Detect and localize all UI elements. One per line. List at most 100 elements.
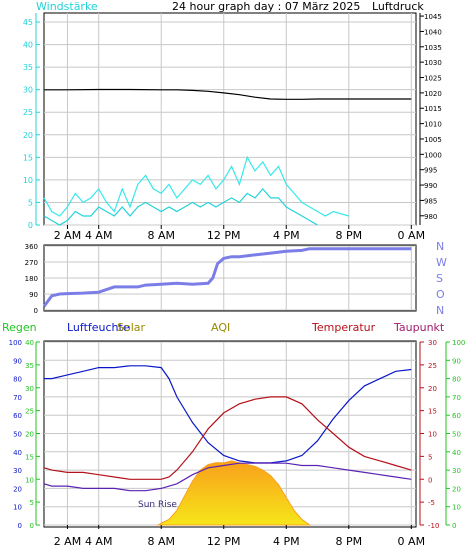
pressure-tick-label: 990	[424, 182, 437, 190]
wind-pressure-frame	[43, 12, 417, 226]
wind-tick-label: 40	[23, 41, 33, 50]
wind-gust-series	[43, 155, 349, 217]
humidity-tick-label: 0	[18, 522, 22, 530]
dewpoint-tick-label: 10	[452, 504, 461, 512]
solar-radiation-area	[156, 460, 312, 526]
legend-item: Regen	[2, 321, 37, 334]
wind-tick-label: 20	[23, 131, 33, 140]
humidity-tick-label: 20	[13, 485, 22, 493]
wind-speed-series	[43, 187, 318, 226]
time-tick-label: 2 AM	[54, 535, 82, 548]
wind-tick-label: 0	[28, 221, 33, 230]
direction-tick-label: 0	[34, 307, 38, 315]
wind-axis-ticks: 0 5 10 15 20 25 30 35 40 45	[23, 13, 40, 230]
wind-tick-label: 5	[28, 198, 33, 207]
compass-label: W	[436, 256, 447, 269]
pressure-tick-label: 985	[424, 197, 437, 205]
time-tick-label: 8 AM	[147, 229, 175, 242]
wind-tick-label: 45	[23, 18, 33, 27]
temperature-tick-label: 5	[428, 453, 432, 461]
rain-tick-label: 15	[25, 453, 34, 461]
humidity-tick-label: 30	[13, 467, 22, 475]
humidity-tick-label: 90	[13, 357, 22, 365]
rain-tick-label: 5	[30, 499, 34, 507]
dewpoint-tick-label: 90	[452, 357, 461, 365]
wind-direction-series	[42, 247, 412, 308]
time-axis-top: 2 AM 4 AM 8 AM 12 PM 4 PM 8 PM 0 AM	[54, 225, 425, 242]
humidity-tick-label: 70	[13, 394, 22, 402]
humidity-axis-ticks: 0 10 20 30 40 50 60 70 80 90 100	[9, 339, 22, 530]
wind-pressure-series	[43, 88, 412, 226]
legend-item: Temperatur	[311, 321, 376, 334]
humidity-tick-label: 60	[13, 412, 22, 420]
direction-tick-label: 180	[25, 275, 38, 283]
wind-tick-label: 15	[23, 153, 33, 162]
pressure-tick-label: 1025	[424, 75, 442, 83]
wind-direction-series	[42, 247, 412, 308]
humidity-tick-label: 50	[13, 431, 22, 439]
wind-tick-label: 35	[23, 63, 33, 72]
pressure-tick-label: 1045	[424, 13, 442, 21]
legend-item: Luftfeuchte	[67, 321, 130, 334]
time-axis-bottom: 2 AM 4 AM 8 AM 12 PM 4 PM 8 PM 0 AM	[54, 525, 425, 548]
rain-tick-label: 30	[25, 385, 34, 393]
dewpoint-tick-label: 80	[452, 376, 461, 384]
dewpoint-tick-label: 0	[452, 522, 456, 530]
wind-tick-label: 30	[23, 86, 33, 95]
direction-tick-label: 270	[25, 259, 38, 267]
time-tick-label: 12 PM	[207, 229, 241, 242]
pressure-tick-label: 995	[424, 167, 437, 175]
rain-tick-label: 10	[25, 476, 34, 484]
wind-tick-label: 25	[23, 108, 33, 117]
time-tick-label: 8 AM	[147, 535, 175, 548]
time-tick-label: 8 PM	[335, 229, 362, 242]
time-tick-label: 4 PM	[273, 535, 300, 548]
dewpoint-tick-label: 60	[452, 412, 461, 420]
temperature-tick-label: -10	[428, 522, 439, 530]
dewpoint-tick-label: 100	[452, 339, 465, 347]
pressure-tick-label: 1010	[424, 121, 442, 129]
time-tick-label: 2 AM	[54, 229, 82, 242]
rain-tick-label: 35	[25, 362, 34, 370]
pressure-tick-label: 1015	[424, 105, 442, 113]
rain-tick-label: 40	[25, 339, 34, 347]
time-tick-label: 12 PM	[207, 535, 241, 548]
pressure-tick-label: 1000	[424, 151, 442, 159]
dewpoint-tick-label: 50	[452, 431, 461, 439]
compass-label: N	[436, 304, 444, 317]
pressure-series	[44, 88, 412, 100]
dewpoint-axis-ticks: 0 10 20 30 40 50 60 70 80 90 100	[445, 339, 465, 530]
pressure-tick-label: 1035	[424, 44, 442, 52]
sunrise-annotation: Sun Rise	[138, 500, 177, 510]
time-tick-label: 4 AM	[85, 535, 113, 548]
humidity-tick-label: 10	[13, 504, 22, 512]
humidity-tick-label: 40	[13, 449, 22, 457]
rain-tick-label: 0	[30, 522, 34, 530]
pressure-axis-label: Luftdruck	[372, 0, 424, 13]
dewpoint-tick-label: 20	[452, 485, 461, 493]
humidity-series	[44, 365, 412, 464]
wind-tick-label: 10	[23, 176, 33, 185]
pressure-tick-label: 1005	[424, 136, 442, 144]
page-title: 24 hour graph day : 07 März 2025	[172, 0, 360, 13]
legend-item: Taupunkt	[393, 321, 445, 334]
rain-axis-ticks: 0 5 10 15 20 25 30 35 40	[25, 339, 40, 530]
wind-axis-label: Windstärke	[36, 0, 98, 13]
time-tick-label: 4 PM	[273, 229, 300, 242]
legend-item: Solar	[117, 321, 146, 334]
direction-tick-label: 90	[29, 291, 38, 299]
temperature-tick-label: 10	[428, 431, 437, 439]
humidity-tick-label: 80	[13, 376, 22, 384]
legend-item: AQI	[211, 321, 230, 334]
rain-tick-label: 25	[25, 408, 34, 416]
pressure-axis-ticks: 980 985 990 995 1000 1005 1010 1015 1020 1025 1030…	[419, 13, 442, 225]
climate-grid	[44, 341, 416, 526]
rain-tick-label: 20	[25, 431, 34, 439]
temperature-series	[43, 396, 412, 480]
temperature-tick-label: 30	[428, 339, 437, 347]
time-tick-label: 0 AM	[398, 535, 426, 548]
compass-label: O	[436, 288, 445, 301]
temperature-tick-label: 15	[428, 408, 437, 416]
